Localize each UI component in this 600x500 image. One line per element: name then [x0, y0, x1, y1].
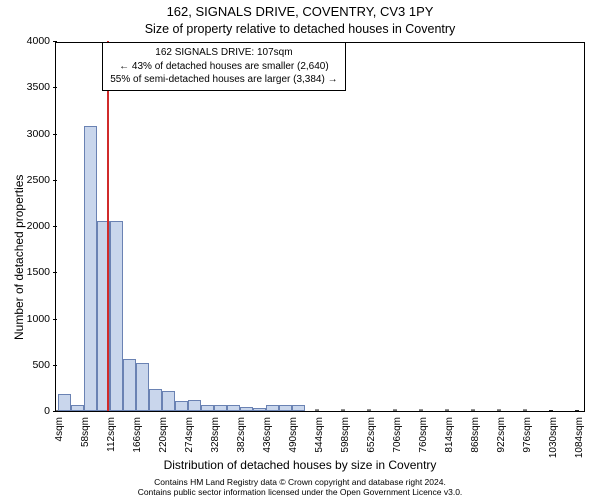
x-tick: 382sqm — [236, 411, 247, 453]
x-tick: 220sqm — [158, 411, 169, 453]
x-tick: 166sqm — [132, 411, 143, 453]
histogram-bar — [110, 221, 123, 411]
x-tick: 490sqm — [288, 411, 299, 453]
footer-attribution: Contains HM Land Registry data © Crown c… — [0, 477, 600, 498]
y-tick: 1500 — [16, 266, 56, 278]
x-tick: 58sqm — [80, 411, 91, 447]
x-tick: 652sqm — [366, 411, 377, 453]
x-axis-label: Distribution of detached houses by size … — [0, 458, 600, 472]
x-tick: 760sqm — [418, 411, 429, 453]
x-tick: 436sqm — [262, 411, 273, 453]
x-tick: 112sqm — [106, 411, 117, 452]
y-tick: 3500 — [16, 81, 56, 93]
chart-subtitle: Size of property relative to detached ho… — [0, 22, 600, 36]
histogram-bar — [136, 363, 149, 411]
histogram-bar — [227, 405, 240, 411]
x-tick: 868sqm — [470, 411, 481, 453]
x-tick: 1030sqm — [548, 411, 559, 458]
x-tick: 814sqm — [444, 411, 455, 453]
x-tick: 544sqm — [314, 411, 325, 453]
histogram-plot: 050010001500200025003000350040004sqm58sq… — [55, 42, 585, 412]
chart-title: 162, SIGNALS DRIVE, COVENTRY, CV3 1PY — [0, 4, 600, 19]
infobox-line: ← 43% of detached houses are smaller (2,… — [110, 60, 337, 74]
histogram-bar — [253, 408, 266, 411]
y-tick: 1000 — [16, 313, 56, 325]
x-tick: 1084sqm — [574, 411, 585, 458]
histogram-bar — [201, 405, 214, 411]
y-tick: 2500 — [16, 174, 56, 186]
property-marker — [107, 41, 109, 411]
histogram-bar — [292, 405, 305, 411]
histogram-bar — [240, 407, 253, 411]
footer-line-2: Contains public sector information licen… — [0, 487, 600, 498]
y-tick: 4000 — [16, 35, 56, 47]
y-tick: 500 — [16, 359, 56, 371]
infobox-line: 55% of semi-detached houses are larger (… — [110, 73, 337, 87]
x-tick: 328sqm — [210, 411, 221, 453]
x-tick: 922sqm — [496, 411, 507, 453]
histogram-bar — [71, 405, 84, 411]
histogram-bar — [214, 405, 227, 411]
infobox-line: 162 SIGNALS DRIVE: 107sqm — [110, 46, 337, 60]
histogram-bar — [149, 389, 162, 411]
histogram-bar — [175, 401, 188, 411]
histogram-bar — [266, 405, 279, 411]
footer-line-1: Contains HM Land Registry data © Crown c… — [0, 477, 600, 488]
y-tick: 3000 — [16, 128, 56, 140]
histogram-bar — [58, 394, 71, 411]
histogram-bar — [162, 391, 175, 411]
histogram-bar — [188, 400, 201, 411]
y-tick: 0 — [16, 405, 56, 417]
histogram-bar — [123, 359, 136, 411]
x-tick: 598sqm — [340, 411, 351, 453]
histogram-bar — [279, 405, 292, 411]
x-tick: 4sqm — [54, 411, 65, 441]
x-tick: 976sqm — [522, 411, 533, 453]
histogram-bar — [84, 126, 97, 411]
property-infobox: 162 SIGNALS DRIVE: 107sqm← 43% of detach… — [102, 42, 345, 91]
x-tick: 706sqm — [392, 411, 403, 453]
x-tick: 274sqm — [184, 411, 195, 453]
y-tick: 2000 — [16, 220, 56, 232]
